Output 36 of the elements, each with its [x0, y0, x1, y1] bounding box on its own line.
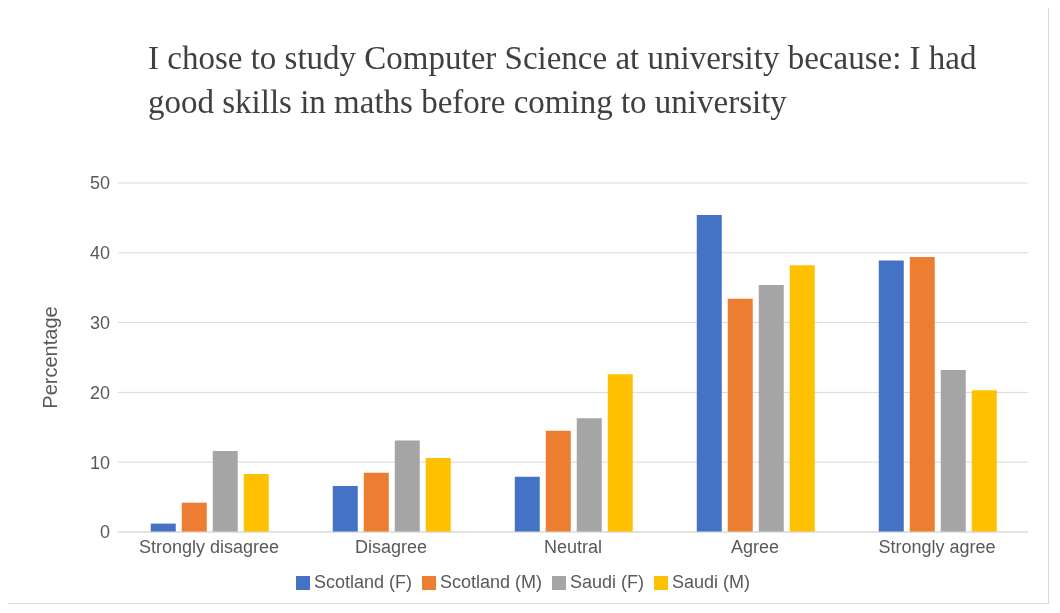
- bar: [727, 298, 753, 532]
- bar: [789, 265, 815, 532]
- x-tick-label: Strongly agree: [878, 536, 996, 557]
- y-tick-label: 30: [89, 312, 110, 333]
- bar: [878, 260, 904, 532]
- legend-label: Saudi (F): [570, 572, 645, 592]
- bar: [181, 502, 207, 532]
- y-tick-label: 0: [99, 522, 110, 543]
- bar: [576, 418, 602, 532]
- bar: [545, 430, 571, 532]
- bar: [394, 440, 420, 532]
- y-axis-title: Percentage: [39, 306, 62, 409]
- y-tick-label: 20: [89, 382, 110, 403]
- bar: [332, 485, 358, 532]
- bar: [363, 472, 389, 532]
- x-tick-label: Strongly disagree: [138, 536, 280, 557]
- y-tick-label: 40: [89, 243, 110, 264]
- bar: [425, 458, 451, 532]
- y-tick-label: 50: [89, 173, 110, 194]
- bar: [607, 374, 633, 532]
- x-tick-label: Agree: [730, 536, 780, 557]
- bar: [971, 390, 997, 532]
- x-tick-label: Disagree: [354, 536, 428, 557]
- bar: [243, 474, 269, 532]
- y-tick-label: 10: [89, 452, 110, 473]
- legend-label: Scotland (F): [313, 572, 412, 592]
- bar: [758, 284, 784, 532]
- bar: [940, 370, 966, 532]
- x-tick-label: Neutral: [543, 536, 603, 557]
- legend-label: Scotland (M): [439, 572, 543, 592]
- bar: [909, 256, 935, 532]
- chart-title: I chose to study Computer Science at university because: I had good skills in maths before coming to university: [148, 39, 978, 122]
- bar: [514, 476, 540, 532]
- bar: [696, 215, 722, 532]
- bar: [212, 451, 238, 532]
- legend-label: Saudi (M): [672, 572, 751, 592]
